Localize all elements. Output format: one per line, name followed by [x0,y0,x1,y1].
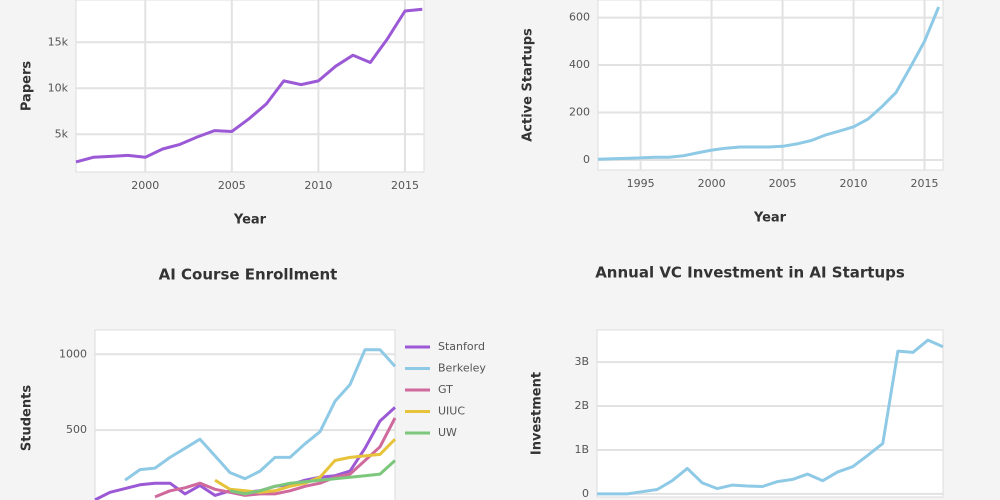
legend-label: UIUC [438,405,465,418]
y-tick-label: 600 [569,11,590,24]
y-tick-label: 5k [55,127,69,140]
y-tick-label: 0 [582,487,589,500]
y-tick-label: 1B [574,443,589,456]
legend-label: Berkeley [438,362,486,375]
plot-area [75,0,425,173]
y-tick-label: 0 [583,153,590,166]
chart-title: Annual VC Investment in AI Startups [595,264,905,282]
line-series [229,459,397,496]
x-tick-label: 2010 [840,177,868,190]
x-axis-label: Year [233,213,267,228]
x-axis-label: Year [753,211,787,226]
y-tick-label: 15k [48,35,69,48]
line-series [75,7,423,164]
x-tick-label: 2015 [911,177,939,190]
y-tick-label: 10k [48,81,69,94]
y-tick-label: 3B [574,355,589,368]
y-axis-label: Students [20,385,35,451]
x-tick-label: 2000 [698,177,726,190]
x-tick-label: 2015 [391,179,419,192]
x-tick-label: 2010 [304,179,332,192]
x-tick-label: 2005 [769,177,797,190]
y-axis-label: Papers [20,61,35,111]
y-axis-label: Investment [530,372,545,455]
line-series [124,348,397,482]
x-tick-label: 1995 [627,177,655,190]
y-tick-label: 200 [569,106,590,119]
line-series [154,417,397,499]
legend-label: Stanford [438,340,485,353]
plot-area [596,329,944,498]
y-axis-label: Active Startups [521,28,536,142]
y-tick-label: 2B [574,399,589,412]
x-tick-label: 2000 [131,179,159,192]
y-tick-label: 400 [569,58,590,71]
plot-area [597,0,944,171]
legend-label: UW [438,426,457,439]
legend-label: GT [438,383,453,396]
chart-title: AI Course Enrollment [159,266,338,284]
y-tick-label: 500 [66,423,87,436]
line-series [597,6,941,161]
x-tick-label: 2005 [218,179,246,192]
y-tick-label: 1000 [59,347,87,360]
line-series [597,338,944,496]
